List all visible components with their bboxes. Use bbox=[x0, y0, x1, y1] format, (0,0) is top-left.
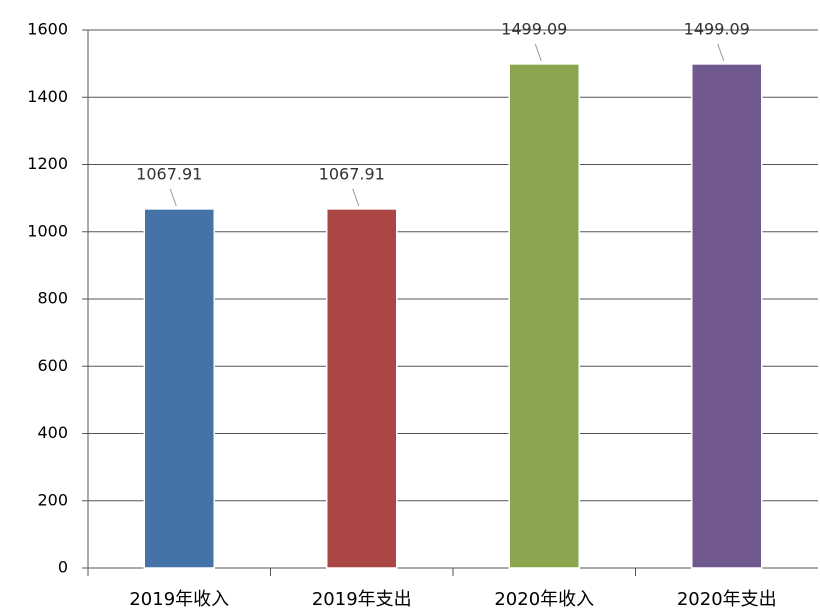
leader-line bbox=[534, 43, 542, 62]
leader-line bbox=[717, 43, 725, 62]
y-tick-label: 800 bbox=[37, 289, 68, 308]
data-label: 1067.91 bbox=[136, 164, 202, 183]
x-tick-label: 2020年支出 bbox=[677, 589, 777, 610]
bar bbox=[508, 63, 580, 569]
y-tick-label: 200 bbox=[37, 490, 68, 509]
bar bbox=[143, 208, 215, 569]
x-tick-label: 2019年支出 bbox=[312, 589, 412, 610]
y-tick-label: 0 bbox=[58, 558, 68, 577]
leader-line bbox=[352, 188, 360, 207]
y-tick-label: 400 bbox=[37, 423, 68, 442]
y-tick-label: 1400 bbox=[27, 87, 68, 106]
x-tick-label: 2019年收入 bbox=[129, 589, 229, 610]
data-label: 1499.09 bbox=[501, 19, 567, 38]
x-tick-label: 2020年收入 bbox=[494, 589, 594, 610]
bar bbox=[691, 63, 763, 569]
data-label: 1499.09 bbox=[684, 19, 750, 38]
y-tick-label: 1600 bbox=[27, 20, 68, 39]
y-tick-label: 600 bbox=[37, 356, 68, 375]
y-tick-label: 1200 bbox=[27, 154, 68, 173]
data-label: 1067.91 bbox=[319, 164, 385, 183]
leader-line bbox=[169, 188, 177, 207]
y-tick-label: 1000 bbox=[27, 221, 68, 240]
bar bbox=[326, 208, 398, 569]
